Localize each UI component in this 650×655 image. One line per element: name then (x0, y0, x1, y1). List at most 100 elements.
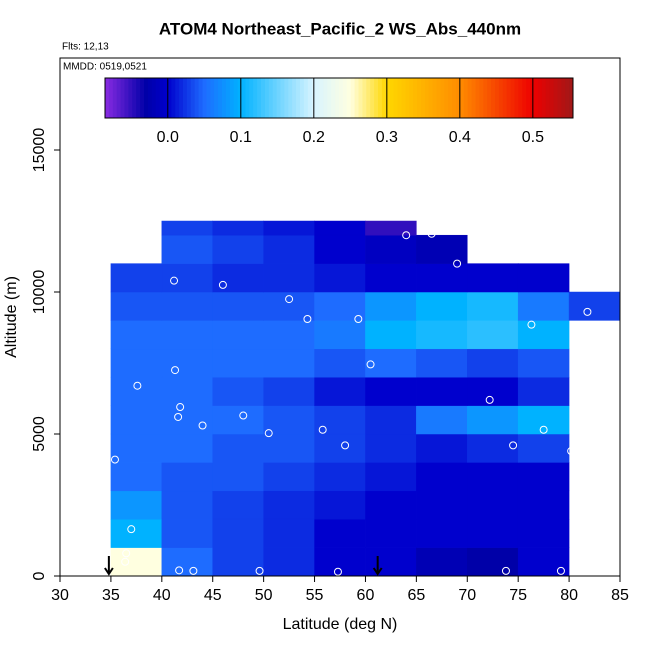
heatmap-cell (416, 462, 468, 492)
colorbar-swatch (225, 78, 231, 118)
heatmap-cell (365, 320, 417, 350)
colorbar-swatch (475, 78, 480, 118)
colorbar-swatch (397, 78, 402, 118)
heatmap-cell (263, 320, 315, 350)
x-axis-label: Latitude (deg N) (283, 616, 398, 633)
heatmap-cell (416, 376, 468, 406)
heatmap-cell (467, 405, 519, 435)
colorbar-swatch (186, 78, 192, 118)
heatmap-cell (110, 433, 163, 463)
colorbar-swatch (132, 78, 137, 118)
sample-point (539, 425, 548, 434)
colorbar-swatch (112, 78, 118, 118)
heatmap-cell (212, 462, 264, 492)
heatmap-cell (161, 433, 213, 463)
heatmap-cell (161, 547, 213, 577)
colorbar-swatch (401, 78, 406, 118)
heatmap-cell (314, 220, 366, 236)
colorbar-swatch (280, 78, 285, 118)
heatmap-cell (110, 376, 163, 406)
colorbar-swatch (206, 78, 211, 118)
heatmap-cell (110, 462, 163, 492)
heatmap-cell (568, 291, 621, 321)
heatmap-cell (263, 433, 315, 463)
heatmap-cell (467, 547, 519, 577)
heatmap-cell (212, 490, 264, 520)
annotation: Flts: 12,13 (62, 42, 109, 53)
heatmap-cell (314, 376, 366, 406)
sample-point (175, 566, 184, 575)
heatmap-cell (212, 291, 264, 321)
heatmap-cell (517, 490, 570, 520)
heatmap-cell (365, 547, 417, 577)
x-tick-label: 80 (560, 587, 578, 604)
colorbar-swatch (370, 78, 375, 118)
sample-point (453, 259, 462, 268)
colorbar-swatch (105, 78, 110, 118)
colorbar-swatch (452, 78, 457, 118)
colorbar-swatch (389, 78, 395, 118)
colorbar-swatch (116, 78, 122, 118)
colorbar-swatch (342, 78, 348, 118)
heatmap-cell (314, 433, 366, 463)
sample-point (122, 549, 131, 558)
colorbar-swatch (413, 78, 418, 118)
heatmap-cell (161, 291, 213, 321)
heatmap-cell (314, 547, 366, 577)
heatmap-cell (517, 348, 570, 378)
heatmap-cell (467, 291, 519, 321)
heatmap-cell (467, 263, 519, 293)
x-tick-label: 85 (611, 587, 629, 604)
heatmap-cell (416, 490, 468, 520)
colorbar-swatch (378, 78, 383, 118)
colorbar-swatch (339, 78, 344, 118)
colorbar-swatch (167, 78, 172, 118)
sample-point (174, 412, 183, 421)
heatmap-cell (161, 220, 213, 236)
colorbar-swatch (549, 78, 554, 118)
heatmap-cell (517, 376, 570, 406)
heatmap-cell (263, 376, 315, 406)
heatmap-cell (263, 234, 315, 264)
colorbar-swatch (249, 78, 254, 118)
heatmap-cell (110, 490, 163, 520)
colorbar-swatch (417, 78, 422, 118)
colorbar-tick-label: 0.3 (376, 129, 398, 146)
sample-point (354, 314, 363, 323)
heatmap-cell (263, 405, 315, 435)
heatmap-cell (161, 462, 213, 492)
colorbar-swatch (358, 78, 363, 118)
colorbar-swatch (350, 78, 356, 118)
heatmap-cell (416, 291, 468, 321)
heatmap-cell (467, 462, 519, 492)
heatmap-cell (212, 234, 264, 264)
colorbar-swatch (459, 78, 465, 118)
heatmap-cell (517, 291, 570, 321)
x-tick-label: 55 (306, 587, 324, 604)
colorbar-swatch (210, 78, 215, 118)
x-tick-label: 30 (51, 587, 69, 604)
colorbar-swatch (405, 78, 410, 118)
colorbar-swatch (467, 78, 473, 118)
sample-point (509, 441, 518, 450)
heatmap-cell (467, 490, 519, 520)
heatmap-cell (365, 518, 417, 548)
heatmap-cell (314, 263, 366, 293)
sample-point (152, 225, 161, 234)
heatmap-cell (314, 518, 366, 548)
colorbar-swatch (366, 78, 371, 118)
colorbar-swatch (300, 78, 305, 118)
heatmap-cell (416, 263, 468, 293)
x-tick-label: 50 (255, 587, 273, 604)
x-tick-label: 75 (509, 587, 527, 604)
sample-point (170, 276, 179, 285)
heatmap-cell (314, 291, 366, 321)
heatmap-cell (314, 405, 366, 435)
sample-point (198, 421, 207, 430)
heatmap-cell (467, 518, 519, 548)
heatmap-cell (365, 348, 417, 378)
heatmap-cell (263, 462, 315, 492)
colorbar-swatch (276, 78, 281, 118)
colorbar-swatch (245, 78, 250, 118)
colorbar-swatch (175, 78, 180, 118)
